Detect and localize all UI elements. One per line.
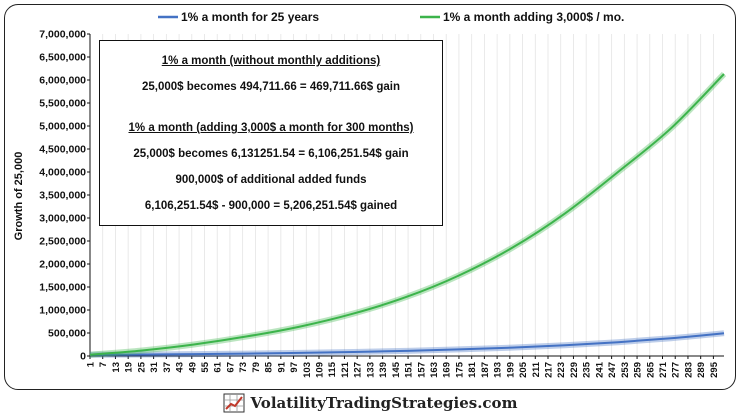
x-tick-label: 85 xyxy=(264,361,275,372)
x-tick-label: 277 xyxy=(671,362,682,378)
y-tick-label: 2,000,000 xyxy=(39,259,86,271)
chart-grid-logo-icon xyxy=(223,393,245,413)
x-tick-label: 259 xyxy=(633,362,644,378)
footer-site-name: VolatilityTradingStrategies.com xyxy=(250,394,518,412)
x-tick-label: 211 xyxy=(531,361,542,377)
y-tick-label: 1,000,000 xyxy=(39,305,86,317)
annotation-net-gain: 6,106,251.54$ - 900,000 = 5,206,251.54$ … xyxy=(144,200,398,212)
series-1-line xyxy=(89,332,725,356)
x-tick-label: 169 xyxy=(442,362,453,378)
x-tick-label: 199 xyxy=(505,362,516,378)
x-tick-label: 13 xyxy=(111,362,122,373)
x-tick-label: 295 xyxy=(709,361,720,378)
x-tick-label: 43 xyxy=(175,362,186,373)
x-tick-label: 271 xyxy=(658,361,669,378)
x-tick-label: 289 xyxy=(696,362,707,378)
x-tick-label: 133 xyxy=(365,362,376,378)
x-tick-label: 145 xyxy=(391,361,402,378)
x-tick-label: 49 xyxy=(187,362,198,373)
x-tick-label: 163 xyxy=(429,362,440,378)
y-axis-label: Growth of 25,000 xyxy=(13,152,25,241)
x-tick-label: 25 xyxy=(136,361,147,372)
x-tick-label: 79 xyxy=(251,362,262,373)
annotation-result-without-additions: 25,000$ becomes 494,711.66 = 469,711.66$… xyxy=(142,81,400,93)
annotation-result-with-additions: 25,000$ becomes 6,131251.54 = 6,106,251.… xyxy=(133,148,409,160)
legend-label-series-1: 1% a month for 25 years xyxy=(181,10,319,24)
y-tick-label: 7,000,000 xyxy=(39,29,86,41)
x-tick-label: 55 xyxy=(200,361,211,372)
x-tick-label: 31 xyxy=(149,361,160,372)
x-tick-label: 151 xyxy=(404,361,415,378)
x-tick-label: 283 xyxy=(683,362,694,378)
y-tick-label: 5,500,000 xyxy=(39,98,86,110)
x-tick-label: 181 xyxy=(467,361,478,378)
x-tick-label: 265 xyxy=(645,361,656,378)
annotation-heading-with-additions: 1% a month (adding 3,000$ a month for 30… xyxy=(128,122,414,134)
x-tick-label: 61 xyxy=(213,361,224,372)
x-tick-label: 235 xyxy=(582,361,593,378)
y-tick-label: 500,000 xyxy=(48,328,86,340)
x-tick-label: 97 xyxy=(289,362,300,373)
x-tick-label: 157 xyxy=(416,362,427,378)
x-tick-label: 91 xyxy=(276,361,287,372)
x-tick-label: 193 xyxy=(493,362,504,378)
y-tick-label: 4,000,000 xyxy=(39,167,86,179)
x-tick-label: 7 xyxy=(98,362,109,367)
y-tick-label: 2,500,000 xyxy=(39,236,86,248)
x-tick-label: 73 xyxy=(238,362,249,373)
x-tick-label: 229 xyxy=(569,362,580,378)
annotation-box: 1% a month (without monthly additions) 2… xyxy=(99,40,443,226)
x-tick-label: 121 xyxy=(340,361,351,378)
x-tick-label: 37 xyxy=(162,362,173,373)
x-tick-label: 217 xyxy=(544,362,555,378)
x-tick-label: 127 xyxy=(353,362,364,378)
y-tick-label: 6,500,000 xyxy=(39,52,86,64)
legend-label-series-2: 1% a month adding 3,000$ / mo. xyxy=(443,10,624,24)
legend: 1% a month for 25 years 1% a month addin… xyxy=(158,10,624,24)
x-tick-label: 223 xyxy=(556,362,567,378)
y-tick-label: 1,500,000 xyxy=(39,282,86,294)
annotation-added-funds: 900,000$ of additional added funds xyxy=(175,174,367,186)
x-tick-label: 241 xyxy=(594,361,605,378)
x-tick-label: 247 xyxy=(607,362,618,378)
series-2-line xyxy=(89,73,725,356)
y-tick-label: 3,500,000 xyxy=(39,190,86,202)
y-tick-label: 5,000,000 xyxy=(39,121,86,133)
x-tick-label: 115 xyxy=(327,361,338,377)
x-tick-label: 175 xyxy=(454,361,465,378)
footer: VolatilityTradingStrategies.com xyxy=(0,391,740,415)
x-tick-label: 187 xyxy=(480,362,491,378)
x-tick-label: 109 xyxy=(315,362,326,378)
x-tick-label: 205 xyxy=(518,361,529,378)
y-tick-label: 4,500,000 xyxy=(39,144,86,156)
y-tick-label: 0 xyxy=(80,351,86,363)
x-tick-label: 103 xyxy=(302,362,313,378)
x-tick-label: 139 xyxy=(378,362,389,378)
x-tick-label: 67 xyxy=(225,362,236,373)
annotation-heading-without-additions: 1% a month (without monthly additions) xyxy=(161,55,381,67)
y-tick-label: 6,000,000 xyxy=(39,75,86,87)
x-tick-label: 1 xyxy=(86,361,97,367)
x-tick-label: 253 xyxy=(620,362,631,378)
x-tick-label: 19 xyxy=(124,362,135,373)
y-tick-label: 3,000,000 xyxy=(39,213,86,225)
